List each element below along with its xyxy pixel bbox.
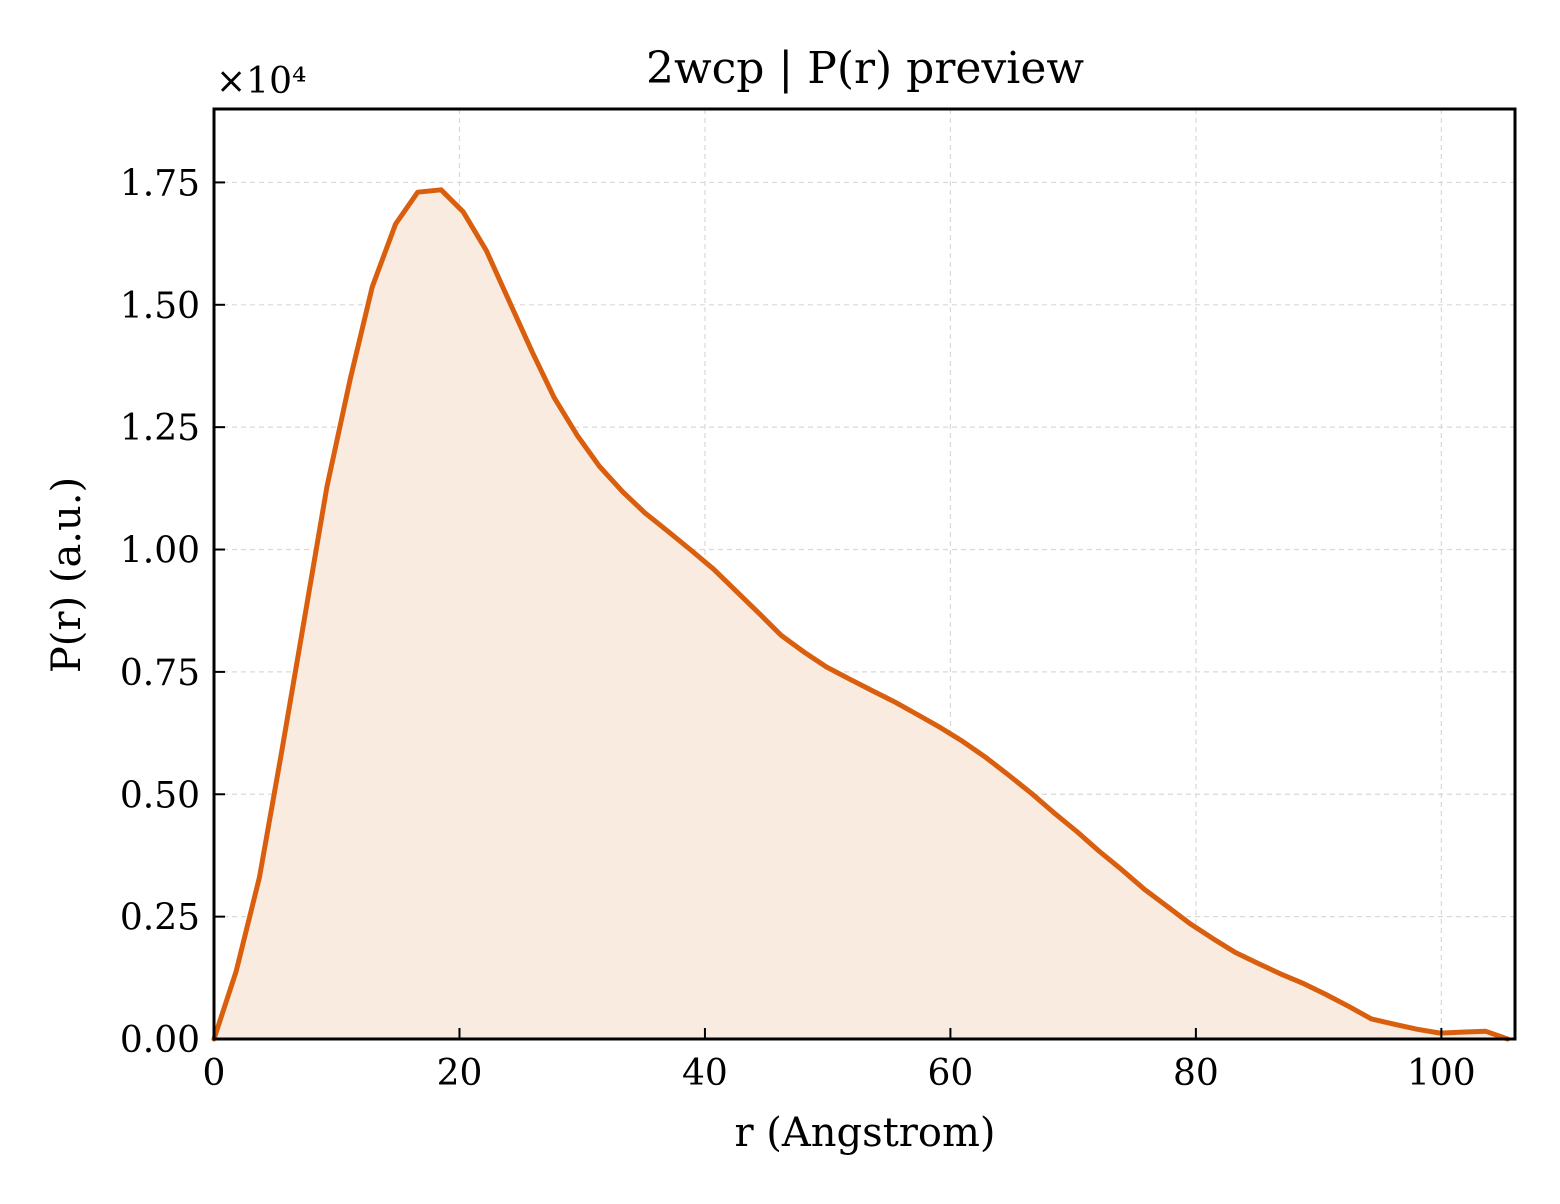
y-tick-label: 0.25 <box>120 898 200 939</box>
plot-frame <box>212 107 1517 1041</box>
x-tick-label: 100 <box>1407 1053 1476 1094</box>
x-tick-label: 60 <box>928 1053 974 1094</box>
chart-title: 2wcp | P(r) preview <box>646 43 1084 94</box>
y-axis-label: P(r) (a.u.) <box>44 477 90 673</box>
x-tick-label: 80 <box>1173 1053 1219 1094</box>
y-tick-label: 1.00 <box>120 531 200 572</box>
y-tick-label: 1.25 <box>120 408 200 449</box>
plot-area <box>211 187 1511 1042</box>
x-tick-label: 20 <box>437 1053 483 1094</box>
axes: 0 20 40 60 80 100 0.00 0.25 0.50 0.75 1.00 1.25 1.50… <box>120 107 1517 1094</box>
area-fill <box>214 189 1508 1040</box>
x-tick-label: 40 <box>682 1053 728 1094</box>
y-tick-label: 1.50 <box>120 286 200 327</box>
y-tick-label: 1.75 <box>120 163 200 204</box>
y-tick-label: 0.50 <box>120 775 200 816</box>
y-tick-label: 0.00 <box>120 1020 200 1061</box>
y-tick-label: 0.75 <box>120 653 200 694</box>
series-line <box>211 187 1511 1042</box>
x-axis-label: r (Angstrom) <box>734 1110 995 1156</box>
y-multiplier-label: ×10⁴ <box>216 61 306 102</box>
x-tick-label: 0 <box>203 1053 226 1094</box>
